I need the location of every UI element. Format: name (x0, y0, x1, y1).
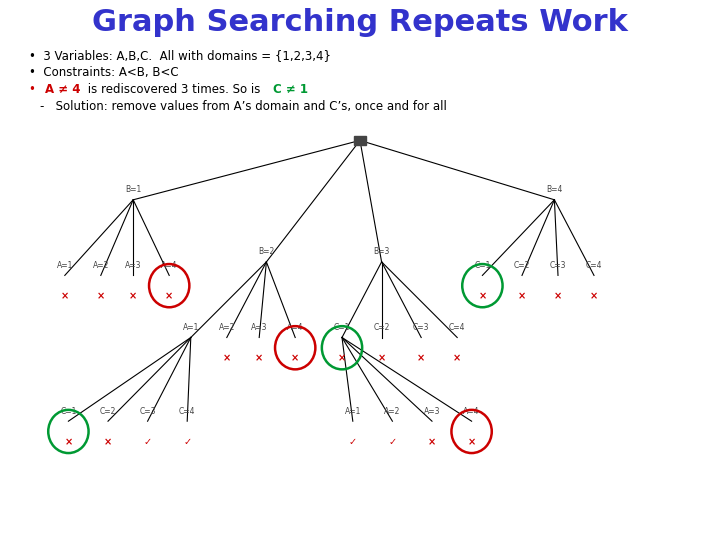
Text: ✓: ✓ (143, 437, 152, 447)
Text: ×: × (377, 353, 386, 363)
Text: C=1: C=1 (474, 261, 490, 270)
Text: ×: × (64, 437, 73, 447)
Text: ×: × (518, 291, 526, 301)
Text: C=4: C=4 (449, 323, 465, 332)
Text: A=3: A=3 (424, 407, 440, 416)
Text: ×: × (222, 353, 231, 363)
Text: ×: × (554, 291, 562, 301)
Text: C=1: C=1 (334, 323, 350, 332)
Text: ✓: ✓ (183, 437, 192, 447)
Text: B=2: B=2 (258, 247, 274, 256)
Text: ×: × (338, 353, 346, 363)
Text: ✓: ✓ (388, 437, 397, 447)
Text: B=4: B=4 (546, 185, 562, 194)
Text: C=4: C=4 (179, 407, 195, 416)
Text: ×: × (255, 353, 264, 363)
Text: is rediscovered 3 times. So is: is rediscovered 3 times. So is (84, 83, 264, 96)
Text: ×: × (129, 291, 138, 301)
Text: C=3: C=3 (413, 323, 429, 332)
Text: ×: × (467, 437, 476, 447)
Text: ×: × (478, 291, 487, 301)
Text: C=2: C=2 (514, 261, 530, 270)
Text: ×: × (60, 291, 69, 301)
Text: ×: × (590, 291, 598, 301)
Text: •  Constraints: A<B, B<C: • Constraints: A<B, B<C (29, 66, 179, 79)
Text: C=1: C=1 (60, 407, 76, 416)
Text: C=3: C=3 (140, 407, 156, 416)
Text: A=2: A=2 (384, 407, 400, 416)
Text: A=4: A=4 (287, 323, 303, 332)
Text: B=3: B=3 (374, 247, 390, 256)
Text: A=2: A=2 (93, 261, 109, 270)
Text: C=3: C=3 (550, 261, 566, 270)
Text: A=1: A=1 (57, 261, 73, 270)
Text: ×: × (165, 291, 174, 301)
Text: A=3: A=3 (125, 261, 141, 270)
Text: ×: × (96, 291, 105, 301)
Text: A=2: A=2 (219, 323, 235, 332)
Bar (354, 136, 366, 145)
Text: -   Solution: remove values from A’s domain and C’s, once and for all: - Solution: remove values from A’s domai… (40, 100, 446, 113)
Text: ×: × (417, 353, 426, 363)
Text: C=2: C=2 (374, 323, 390, 332)
Text: ×: × (104, 437, 112, 447)
Text: ×: × (428, 437, 436, 447)
Text: •: • (29, 83, 43, 96)
Text: A=1: A=1 (345, 407, 361, 416)
Text: ×: × (453, 353, 462, 363)
Text: ×: × (291, 353, 300, 363)
Text: A=3: A=3 (251, 323, 267, 332)
Text: ✓: ✓ (348, 437, 357, 447)
Text: C ≠ 1: C ≠ 1 (273, 83, 308, 96)
Text: A=1: A=1 (183, 323, 199, 332)
Text: C=2: C=2 (100, 407, 116, 416)
Text: B=1: B=1 (125, 185, 141, 194)
Text: •  3 Variables: A,B,C.  All with domains = {1,2,3,4}: • 3 Variables: A,B,C. All with domains =… (29, 49, 330, 62)
Text: A ≠ 4: A ≠ 4 (45, 83, 80, 96)
Text: A=4: A=4 (464, 407, 480, 416)
Text: C=4: C=4 (586, 261, 602, 270)
Text: A=4: A=4 (161, 261, 177, 270)
Text: Graph Searching Repeats Work: Graph Searching Repeats Work (92, 8, 628, 37)
